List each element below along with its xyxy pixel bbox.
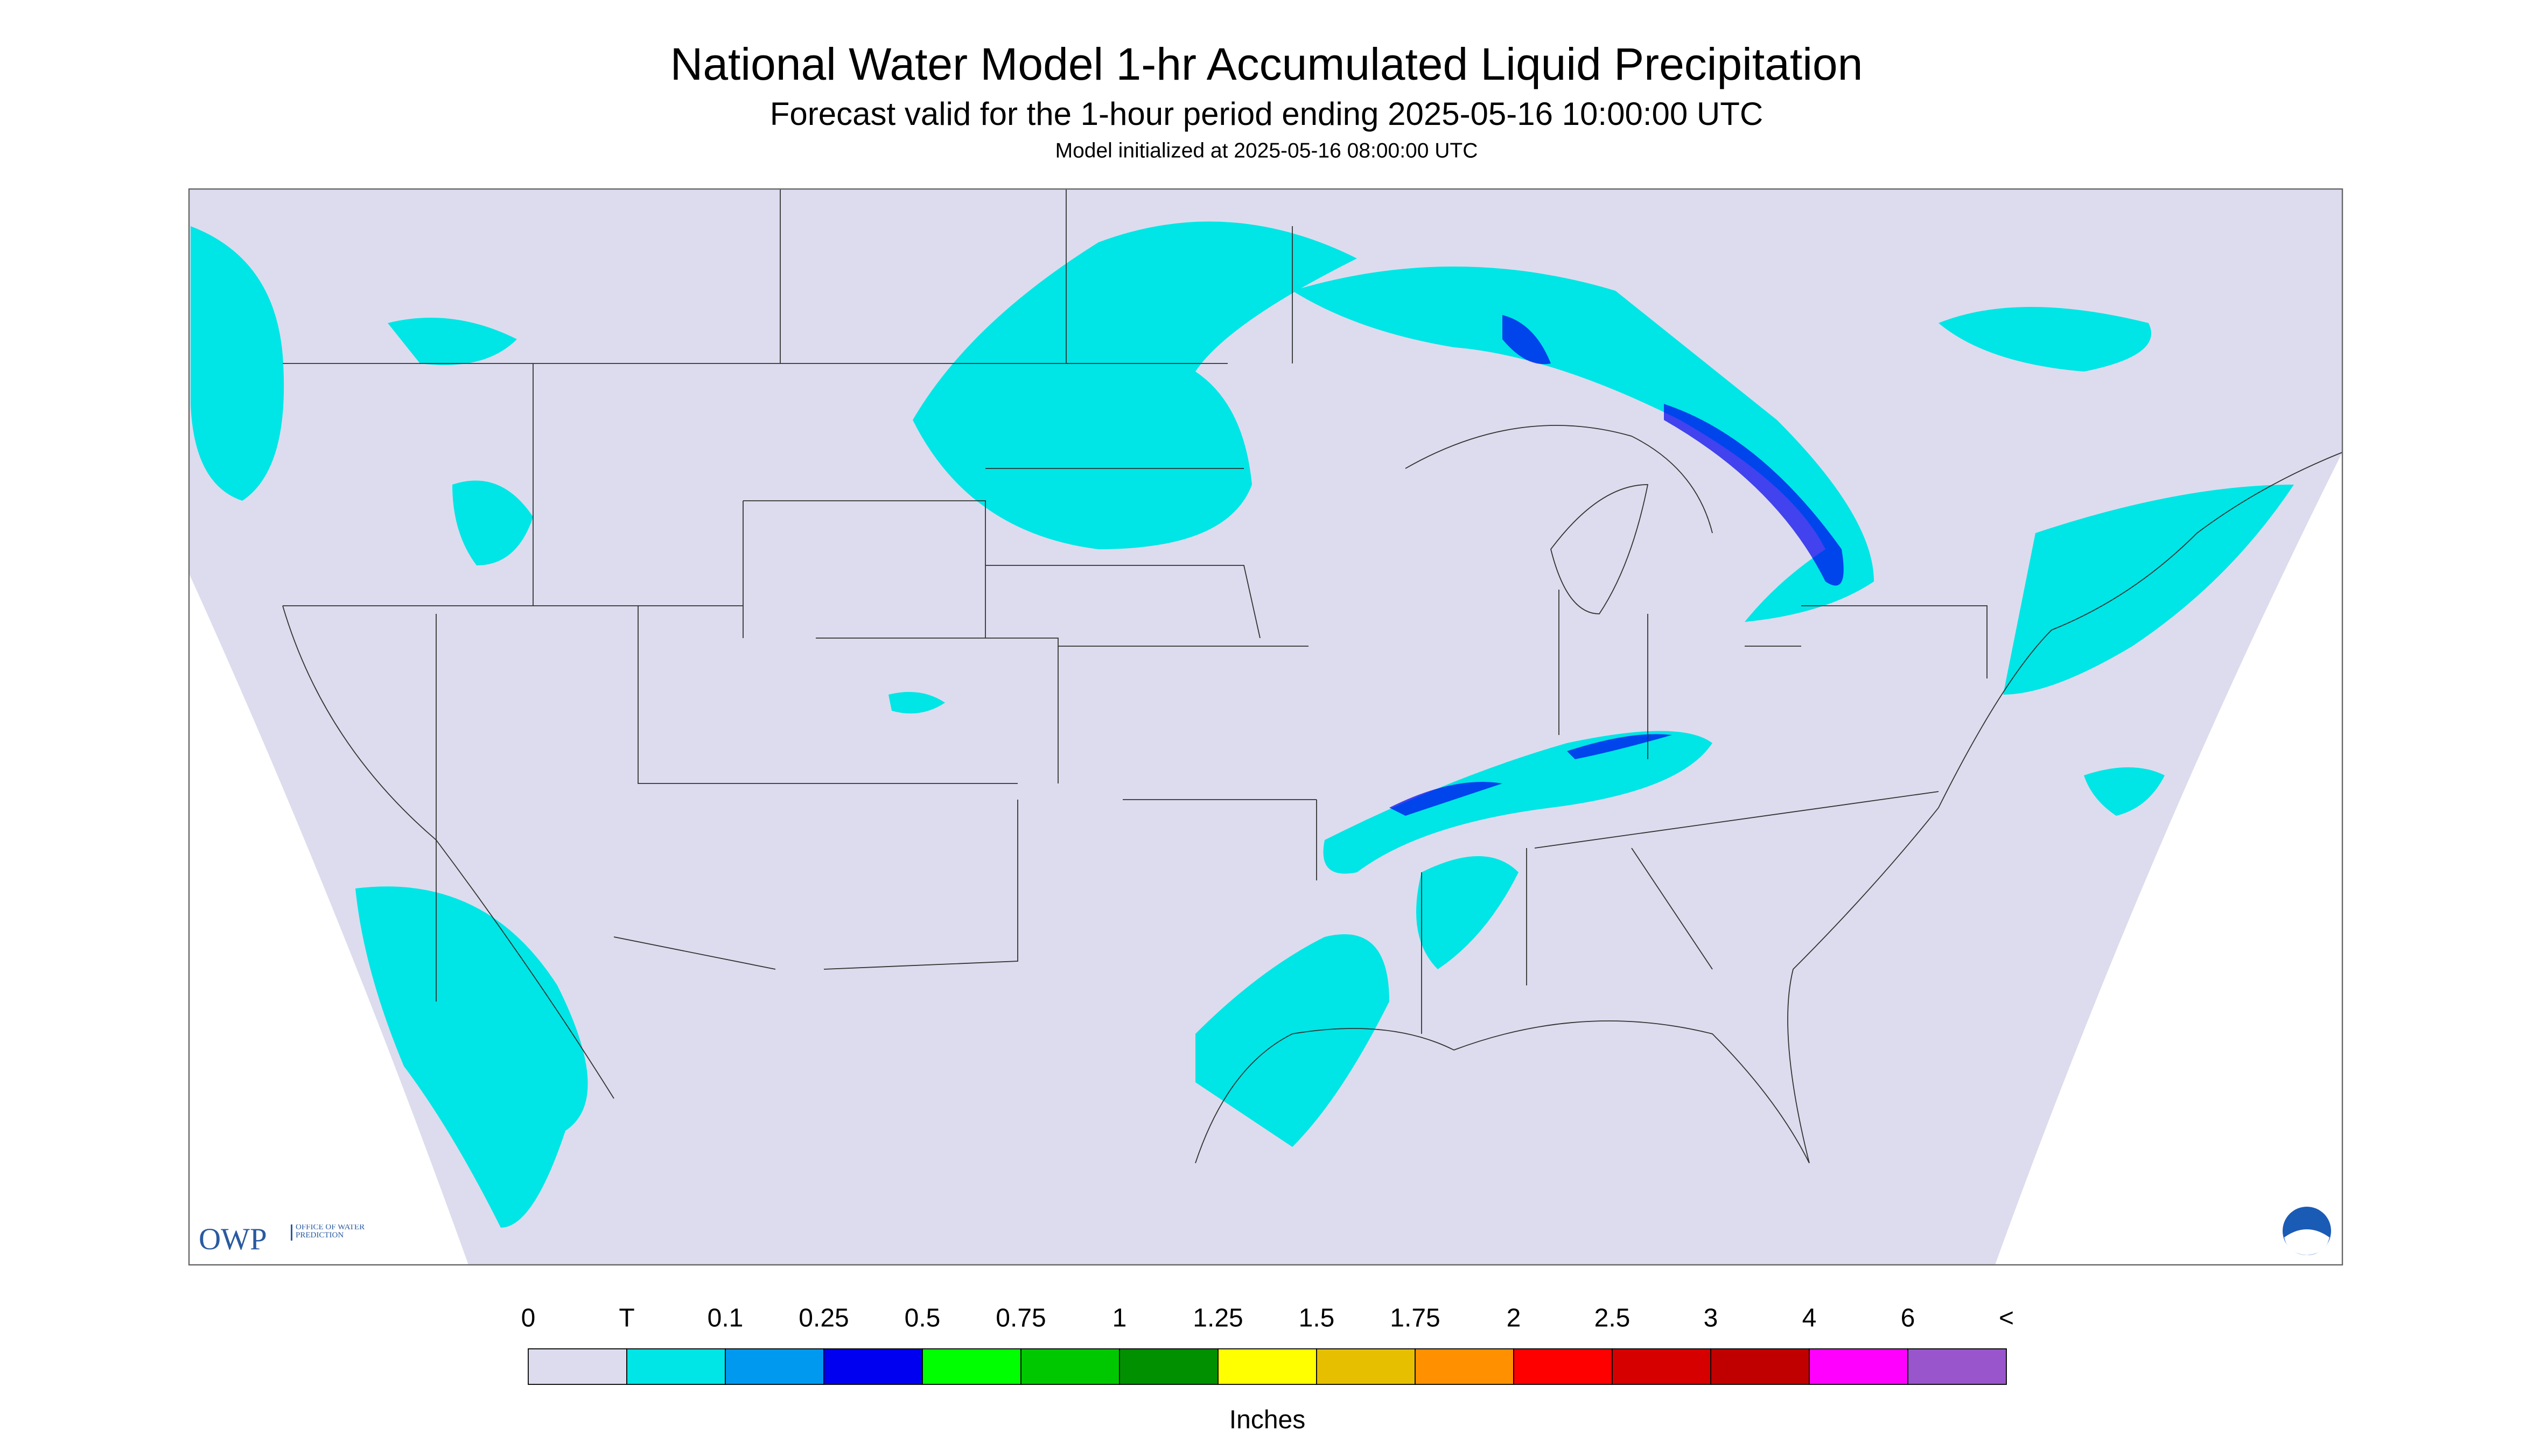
legend-swatch [1907,1348,2007,1385]
logo-text: OWP [199,1222,267,1256]
legend-swatch [1513,1348,1613,1385]
noaa-logo-wave [2284,1229,2329,1255]
legend-swatch [1316,1348,1416,1385]
legend-unit: Inches [1229,1406,1305,1434]
legend-label: 0.75 [996,1304,1046,1333]
legend-label: 0.1 [708,1304,744,1333]
legend-swatch [1612,1348,1711,1385]
logo-subtext: OFFICE OF WATER PREDICTION [291,1224,368,1241]
legend-swatch [528,1348,627,1385]
title: National Water Model 1-hr Accumulated Li… [670,39,1863,89]
subtitle: Forecast valid for the 1-hour period end… [770,96,1763,132]
legend-swatch [1217,1348,1317,1385]
legend-label: 2 [1507,1304,1521,1333]
figure-group: National Water Model 1-hr Accumulated Li… [188,39,2343,1434]
legend-label: 1.75 [1390,1304,1440,1333]
legend-swatch [1415,1348,1514,1385]
legend-label: 3 [1704,1304,1718,1333]
legend-swatch [1020,1348,1120,1385]
init-note: Model initialized at 2025-05-16 08:00:00… [1055,139,1478,162]
legend-label: < [1999,1304,2014,1333]
legend-label: 2.5 [1594,1304,1631,1333]
domain-edge-left [189,573,468,1265]
legend-label: 1.25 [1193,1304,1243,1333]
legend-label: T [619,1304,634,1333]
legend-swatch [725,1348,824,1385]
legend-swatch [1119,1348,1219,1385]
legend-label: 1.5 [1299,1304,1335,1333]
legend-label: 0 [521,1304,536,1333]
legend-swatch [1710,1348,1810,1385]
legend-swatch [823,1348,923,1385]
boundaries [282,189,2343,1164]
precip-areas [191,221,2294,1228]
legend-label: 1 [1112,1304,1127,1333]
legend-swatch [922,1348,1021,1385]
legend-label: 0.5 [905,1304,941,1333]
legend-swatch [1809,1348,1908,1385]
map-frame [188,188,2343,1266]
legend-label: 6 [1901,1304,1915,1333]
legend-swatch [626,1348,726,1385]
domain-edge-right [1995,452,2342,1265]
legend-label: 0.25 [799,1304,849,1333]
map: OWP OFFICE OF WATER PREDICTION [188,188,2343,1266]
legend-label: 4 [1802,1304,1817,1333]
logo-subtext-box: OFFICE OF WATER PREDICTION [291,1224,368,1241]
